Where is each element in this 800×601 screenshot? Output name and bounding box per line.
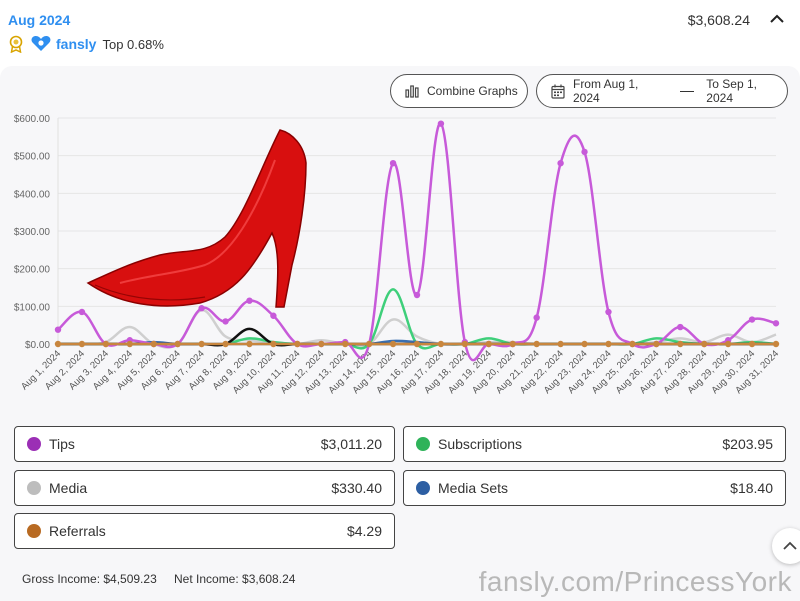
data-point-tips [748,316,756,323]
data-point-tips [389,160,397,167]
media-sets-color-dot [416,481,430,495]
chevron-up-icon [783,541,797,550]
data-point-tips [533,314,540,321]
earnings-line-chart: $0.00 $100.00 $200.00 $300.00 $400.00 $500.00… [14,114,781,396]
data-point-referrals [78,340,86,348]
data-point-tips [581,148,588,156]
date-range-picker[interactable]: From Aug 1, 2024 To Sep 1, 2024 [536,74,788,108]
data-point-referrals [605,340,612,348]
legend-subscriptions[interactable]: Subscriptions $203.95 [403,426,786,462]
date-from: From Aug 1, 2024 [572,77,639,105]
data-point-tips [198,305,205,312]
data-point-referrals [461,340,469,348]
y-tick-label: $400.00 [14,189,51,200]
data-point-tips [605,308,612,316]
chevron-up-icon[interactable] [768,10,786,28]
series-line-tips [57,122,777,362]
net-income: Net Income: $3,608.24 [174,572,296,586]
y-tick-label: $100.00 [14,302,51,313]
data-point-referrals [772,340,780,348]
rank-text: Top 0.68% [102,36,164,52]
watermark: fansly.com/PrincessYork [478,566,792,597]
date-separator [680,90,695,92]
award-icon [9,35,23,53]
data-point-tips [78,308,86,316]
legend-value: $330.40 [331,480,382,496]
month-title: Aug 2024 [8,12,71,28]
data-point-referrals [198,340,205,348]
data-point-tips [413,291,421,299]
legend-value: $18.40 [730,480,773,496]
legend-name: Subscriptions [438,436,523,452]
data-point-referrals [724,340,732,348]
legend-value: $203.95 [722,436,773,452]
data-point-referrals [629,340,636,348]
data-point-tips [437,120,445,127]
data-point-tips [677,323,684,331]
data-point-referrals [748,340,756,348]
subscriptions-color-dot [416,437,430,451]
data-point-referrals [509,340,516,348]
legend-value: $3,011.20 [320,436,382,452]
data-point-referrals [126,340,133,348]
fansly-logo-icon [31,36,51,51]
data-point-referrals [54,340,62,348]
data-point-tips [246,297,253,304]
data-point-referrals [270,340,277,348]
y-tick-label: $200.00 [14,265,51,276]
legend-tips[interactable]: Tips $3,011.20 [14,426,395,462]
red-high-heel-image [86,129,307,308]
date-to: To Sep 1, 2024 [706,77,757,105]
y-tick-label: $600.00 [14,114,51,125]
data-point-tips [222,318,229,325]
data-point-tips [557,160,564,167]
data-point-tips [54,326,62,333]
bar-chart-icon [405,85,419,98]
y-tick-label: $0.00 [25,340,50,351]
legend-name: Tips [49,436,75,452]
data-point-referrals [653,340,660,348]
data-point-referrals [365,340,373,348]
data-point-referrals [150,340,157,348]
legend-value: $4.29 [346,523,382,539]
data-point-referrals [342,340,349,348]
data-point-referrals [413,340,421,348]
legend-referrals[interactable]: Referrals $4.29 [14,513,395,549]
legend-media[interactable]: Media $330.40 [14,470,395,506]
legend-name: Media [49,480,88,496]
media-color-dot [27,481,41,495]
gross-income: Gross Income: $4,509.23 [22,572,157,586]
data-point-referrals [557,340,564,348]
data-point-referrals [485,340,492,348]
data-point-referrals [246,340,253,348]
data-point-referrals [533,340,540,348]
tips-color-dot [27,437,41,451]
month-total: $3,608.24 [687,12,750,28]
data-point-tips [772,320,780,327]
data-point-referrals [174,340,181,348]
legend-name: Referrals [49,523,106,539]
scroll-to-top-button[interactable] [772,528,800,564]
data-point-tips [270,312,277,319]
referrals-color-dot [27,524,41,538]
data-point-referrals [701,340,708,348]
combine-graphs-button[interactable]: Combine Graphs [390,74,528,108]
data-point-referrals [389,340,397,348]
month-header[interactable]: Aug 2024 $3,608.24 fansly Top 0.68% [0,0,800,62]
calendar-icon [551,84,565,99]
y-tick-label: $300.00 [14,227,51,238]
y-tick-label: $500.00 [14,152,51,163]
legend-media-sets[interactable]: Media Sets $18.40 [403,470,786,506]
brand-name: fansly [56,36,97,52]
data-point-referrals [318,340,325,348]
data-point-referrals [437,340,445,348]
combine-graphs-label: Combine Graphs [427,84,518,98]
data-point-referrals [294,340,301,348]
data-point-referrals [581,340,588,348]
data-point-referrals [222,340,229,348]
data-point-referrals [102,340,110,348]
legend-name: Media Sets [438,480,509,496]
data-point-referrals [677,340,684,348]
